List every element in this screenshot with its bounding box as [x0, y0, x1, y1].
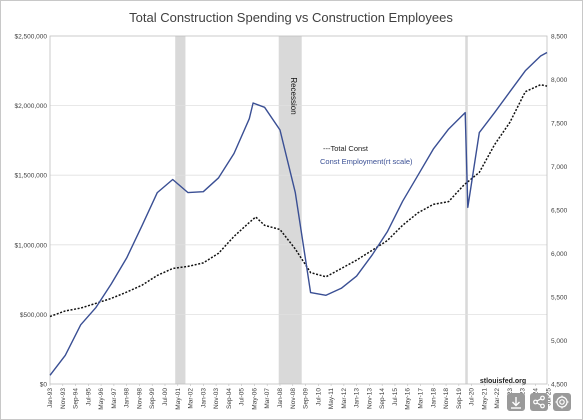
- left-axis: $0 $500,000 $1,000,000 $1,500,000 $2,000,000…: [14, 34, 47, 389]
- x-tick-label: May-06: [251, 388, 258, 410]
- download-icon: [511, 397, 521, 409]
- x-tick-label: May-11: [328, 388, 335, 410]
- x-tick-label: Sep-04: [226, 388, 233, 409]
- left-tick-label: $2,500,000: [14, 34, 47, 41]
- x-tick-label: Jan-03: [200, 388, 207, 408]
- x-tick-label: Nov-98: [136, 388, 143, 409]
- series-line-const-employment: [49, 51, 548, 376]
- x-tick-label: Nov-93: [60, 388, 67, 409]
- x-tick-label: Sep-14: [379, 388, 386, 409]
- left-tick-label: $1,500,000: [14, 173, 47, 180]
- x-tick-label: Jul-20: [469, 388, 476, 406]
- right-tick-label: 7,500: [551, 121, 568, 128]
- right-tick-label: 5,000: [551, 338, 568, 345]
- legend: ---Total Const Const Employment(rt scale…: [320, 144, 413, 166]
- right-tick-label: 8,500: [551, 34, 568, 41]
- x-tick-label: Sep-99: [149, 388, 156, 409]
- x-tick-label: Jan-18: [430, 388, 437, 408]
- x-tick-label: Jul-95: [85, 388, 92, 406]
- recession-band-3: [465, 36, 468, 384]
- x-tick-label: Nov-13: [366, 388, 373, 409]
- x-tick-label: Mar-97: [111, 388, 118, 409]
- recession-band-1: [175, 36, 186, 384]
- plot-area: [49, 35, 548, 385]
- series-lines: [49, 51, 548, 376]
- right-tick-label: 4,500: [551, 382, 568, 389]
- x-tick-label: Mar-02: [188, 388, 195, 409]
- settings-button[interactable]: [553, 393, 571, 411]
- chart-title: Total Construction Spending vs Construct…: [129, 10, 453, 25]
- right-tick-label: 5,500: [551, 295, 568, 302]
- legend-entry-total-const: ---Total Const: [323, 144, 369, 153]
- x-tick-label: May-16: [405, 388, 412, 410]
- left-tick-label: $500,000: [20, 312, 47, 319]
- share-icon: [533, 395, 545, 409]
- x-tick-label: Jan-98: [124, 388, 131, 408]
- right-tick-label: 6,500: [551, 208, 568, 215]
- x-tick-label: Mar-17: [418, 388, 425, 409]
- x-tick-label: Jul-00: [162, 388, 169, 406]
- x-tick-label: Jan-08: [277, 388, 284, 408]
- x-tick-label: Nov-18: [443, 388, 450, 409]
- x-tick-label: Jul-10: [315, 388, 322, 406]
- recession-label: Recession: [289, 77, 298, 114]
- right-tick-label: 6,000: [551, 251, 568, 258]
- x-tick-label: May-21: [481, 388, 488, 410]
- recession-bands: [175, 36, 468, 384]
- x-tick-label: Sep-94: [73, 388, 80, 409]
- left-tick-label: $0: [40, 382, 48, 389]
- x-tick-label: Jul-25: [545, 388, 552, 406]
- x-tick-label: Jan-93: [47, 388, 54, 408]
- x-tick-label: Sep-19: [456, 388, 463, 409]
- download-button[interactable]: [507, 393, 525, 411]
- x-tick-label: Mar-12: [341, 388, 348, 409]
- x-tick-label: Jul-05: [239, 388, 246, 406]
- share-button[interactable]: [530, 393, 548, 411]
- recession-band-2: [278, 36, 302, 384]
- x-tick-label: Mar-22: [494, 388, 501, 409]
- source-label: stlouisfed.org: [480, 378, 526, 385]
- right-tick-label: 7,000: [551, 164, 568, 171]
- right-tick-label: 8,000: [551, 77, 568, 84]
- x-tick-label: Nov-03: [213, 388, 220, 409]
- series-line-total-const: [49, 83, 548, 318]
- left-tick-label: $2,000,000: [14, 103, 47, 110]
- left-tick-label: $1,000,000: [14, 242, 47, 249]
- x-tick-label: Jul-15: [392, 388, 399, 406]
- legend-entry-const-employment: Const Employment(rt scale): [320, 157, 413, 166]
- x-tick-label: May-96: [98, 388, 105, 410]
- right-axis: 4,500 5,000 5,500 6,000 6,500 7,000 7,500 8,000…: [551, 34, 568, 389]
- x-tick-label: Jan-13: [354, 388, 361, 408]
- x-tick-label: Sep-09: [303, 388, 310, 409]
- x-tick-label: Mar-07: [264, 388, 271, 409]
- x-tick-label: May-01: [175, 388, 182, 410]
- x-axis: Jan-93 Nov-93 Sep-94 Jul-95 May-96 Mar-97 Jan-…: [47, 384, 552, 410]
- settings-icon: [555, 395, 569, 409]
- x-tick-label: Nov-08: [290, 388, 297, 409]
